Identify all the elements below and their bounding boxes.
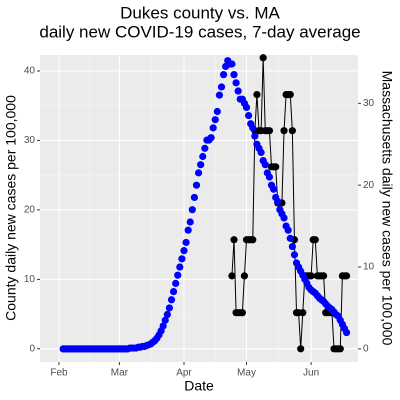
point	[257, 148, 265, 157]
y-tick-label: 40	[24, 66, 36, 77]
point	[253, 90, 261, 99]
point	[209, 124, 217, 132]
point	[280, 214, 288, 222]
y2-tick-label: 20	[363, 180, 375, 191]
point	[176, 263, 184, 271]
point	[284, 226, 292, 234]
y-tick-label: 30	[24, 135, 36, 146]
y-tick-label: 0	[29, 343, 35, 354]
point	[297, 345, 305, 353]
point	[228, 60, 236, 68]
point	[265, 173, 274, 181]
point	[230, 236, 238, 244]
point	[270, 185, 278, 193]
point	[274, 197, 282, 206]
point	[169, 287, 178, 296]
point	[215, 91, 224, 99]
point	[207, 134, 215, 142]
point	[286, 234, 294, 242]
y2-tick-label: 0	[363, 344, 369, 355]
x-tick-label: Feb	[50, 368, 68, 379]
chart-title: Dukes county vs. MA	[120, 3, 280, 22]
point	[261, 161, 269, 169]
point	[163, 310, 171, 319]
point	[197, 161, 205, 169]
point	[249, 236, 257, 244]
point	[299, 309, 307, 317]
point	[320, 272, 328, 280]
point	[180, 247, 188, 255]
point	[161, 316, 169, 324]
point	[244, 111, 253, 120]
point	[311, 236, 319, 244]
point	[290, 251, 299, 259]
y2-tick-label: 10	[363, 262, 375, 273]
point	[286, 90, 294, 99]
marks	[59, 54, 351, 353]
x-tick-label: May	[237, 368, 256, 379]
point	[238, 309, 246, 317]
point	[172, 279, 180, 288]
chart-subtitle: daily new COVID-19 cases, 7-day average	[39, 22, 360, 41]
x-axis-label: Date	[184, 378, 214, 394]
point	[336, 345, 344, 353]
x-tick-label: Mar	[111, 368, 129, 379]
point	[165, 304, 174, 312]
point	[190, 193, 199, 202]
point	[234, 87, 242, 95]
point	[178, 255, 186, 263]
point	[182, 238, 190, 247]
point	[265, 127, 274, 135]
point	[228, 272, 236, 280]
point	[188, 206, 196, 214]
point	[194, 169, 203, 177]
point	[186, 218, 194, 226]
point	[307, 272, 315, 280]
point	[219, 71, 228, 79]
point	[249, 124, 257, 132]
x-tick-label: Jun	[303, 368, 319, 379]
point	[184, 226, 192, 234]
point	[280, 127, 288, 135]
x-tick-label: Apr	[176, 368, 192, 379]
point	[217, 83, 226, 91]
point	[230, 71, 238, 79]
point	[201, 144, 209, 152]
point	[272, 163, 280, 171]
point	[232, 79, 240, 87]
y2-axis-label: Massachusetts daily new cases per 100,00…	[379, 71, 395, 346]
point	[342, 272, 351, 280]
point	[174, 271, 182, 279]
plot-panel	[40, 55, 358, 362]
point	[211, 116, 219, 124]
point	[167, 296, 176, 304]
point	[251, 132, 259, 140]
y-axis-label: County daily new cases per 100,000	[3, 95, 19, 321]
y2-tick-label: 30	[363, 98, 375, 109]
point	[259, 54, 267, 62]
y-tick-label: 10	[24, 274, 36, 285]
point	[213, 107, 221, 116]
y-tick-label: 20	[24, 205, 36, 216]
point	[242, 103, 251, 111]
grid	[40, 55, 358, 362]
point	[192, 181, 201, 189]
point	[159, 322, 167, 330]
point	[342, 328, 351, 337]
point	[240, 272, 249, 280]
point	[199, 152, 207, 161]
point	[288, 127, 296, 135]
point	[288, 242, 296, 251]
